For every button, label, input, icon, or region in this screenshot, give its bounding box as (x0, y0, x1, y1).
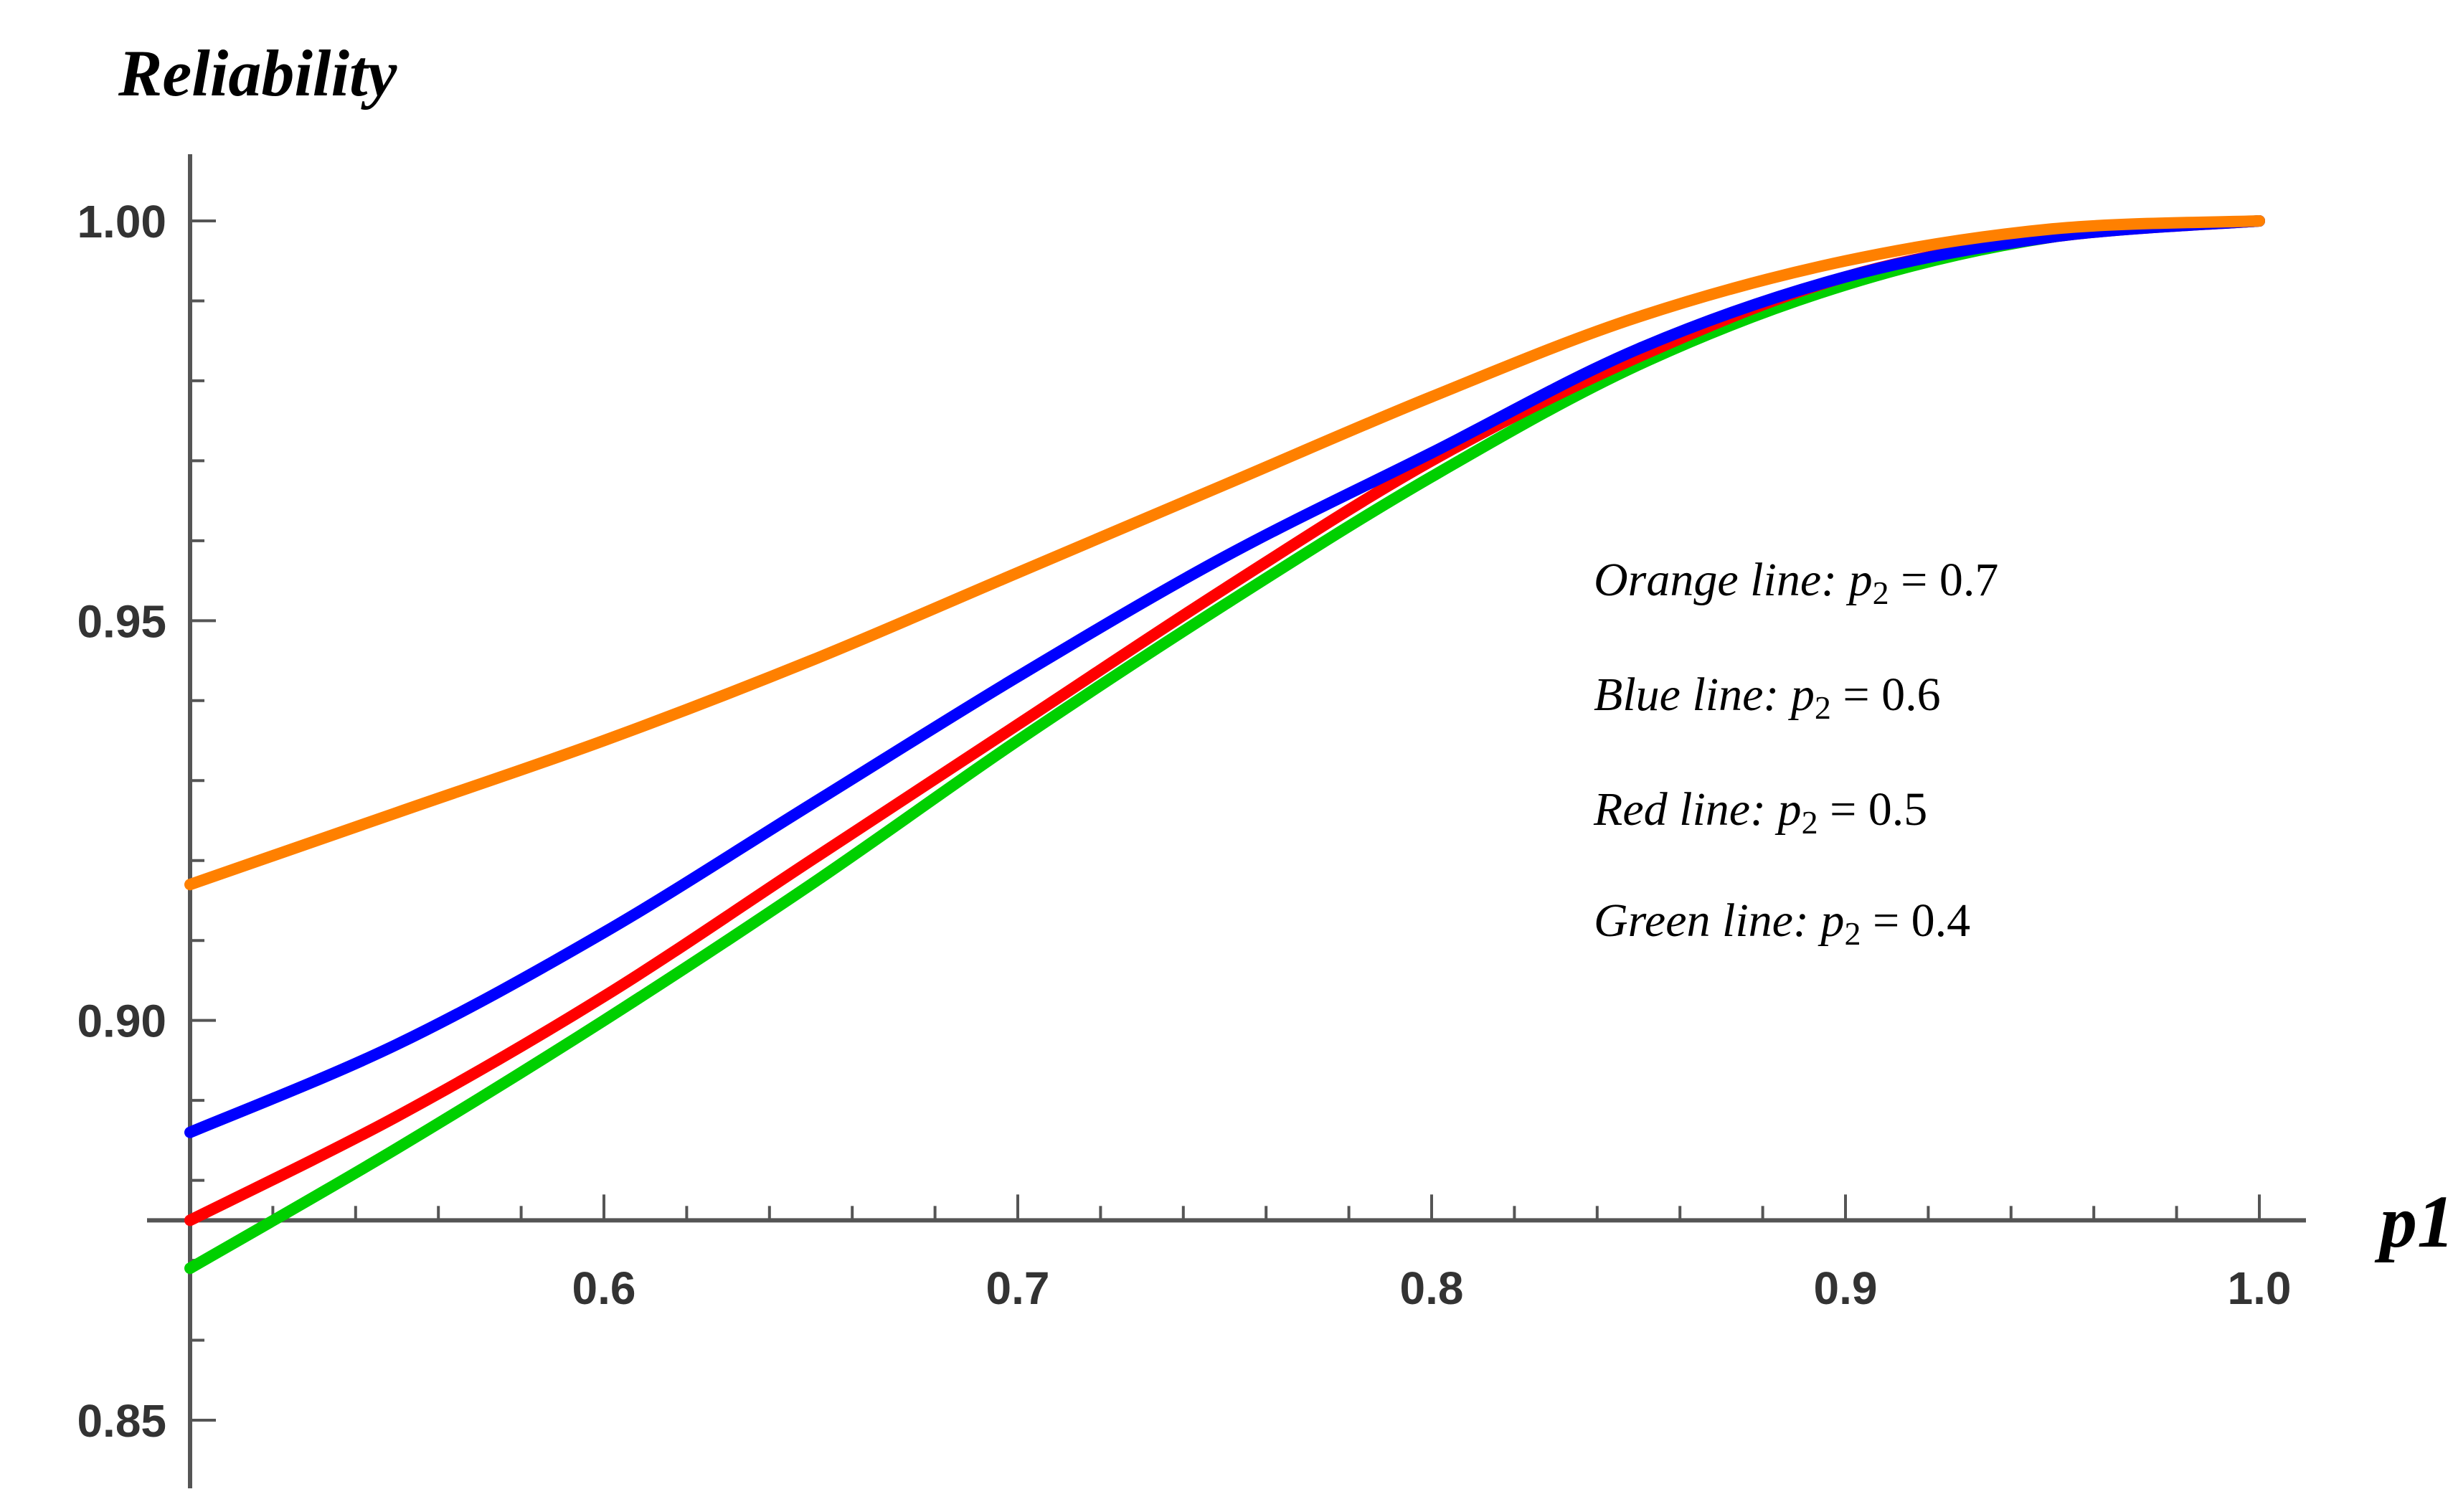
y-tick-label: 0.85 (77, 1395, 166, 1447)
x-tick-label: 0.6 (572, 1262, 636, 1314)
series-line-orange (184, 215, 2265, 891)
series-line-red (184, 215, 2265, 1227)
legend-item-green: Green line: p2 = 0.4 (1594, 894, 1970, 952)
series-line-blue (184, 215, 2265, 1138)
axes-group: 0.6 0.7 0.8 0.9 1.0 0.85 0.90 0.95 1.00 (77, 154, 2306, 1488)
x-tick-label: 0.8 (1400, 1262, 1464, 1314)
legend-item-blue: Blue line: p2 = 0.6 (1594, 668, 1941, 726)
legend: Orange line: p2 = 0.7 Blue line: p2 = 0.6… (1593, 554, 1998, 952)
x-axis-title: p1 (2374, 1181, 2453, 1263)
x-tick-label: 0.7 (986, 1262, 1050, 1314)
series-line-green (184, 215, 2265, 1275)
x-tick-label: 1.0 (2228, 1262, 2292, 1314)
y-tick-label: 1.00 (77, 196, 166, 247)
y-axis-title: Reliability (118, 37, 398, 110)
x-tick-label: 0.9 (1814, 1262, 1878, 1314)
legend-item-orange: Orange line: p2 = 0.7 (1594, 554, 1998, 611)
y-tick-label: 0.95 (77, 595, 166, 647)
series-group (184, 215, 2265, 1275)
y-tick-label: 0.90 (77, 996, 166, 1047)
legend-item-red: Red line: p2 = 0.5 (1593, 783, 1927, 841)
